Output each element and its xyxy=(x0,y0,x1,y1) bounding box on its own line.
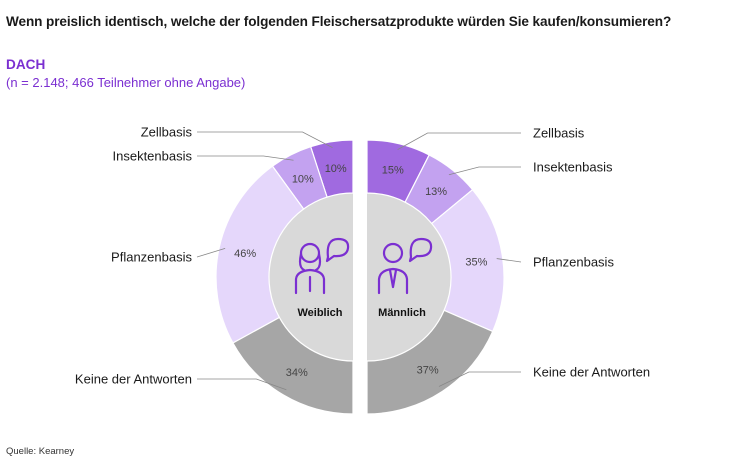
slice-weiblich-pflanzenbasis xyxy=(215,165,305,344)
donut-half-maennlich: 15% Zellbasis 13% Insektenbasis 35% Pflanzenb… xyxy=(366,126,650,415)
leader-line-maennlich-keine-der-antworten xyxy=(438,371,521,387)
leader-line-maennlich-insektenbasis xyxy=(448,166,521,176)
center-label-maennlich: Männlich xyxy=(378,307,426,319)
category-label-weiblich-pflanzenbasis: Pflanzenbasis xyxy=(111,250,192,265)
data-label-maennlich-insektenbasis: 13% xyxy=(425,186,447,198)
center-label-weiblich: Weiblich xyxy=(297,307,342,319)
chart-area: 10% Zellbasis 10% Insektenbasis 46% Pflanzenb… xyxy=(75,125,650,415)
sample-note: (n = 2.148; 466 Teilnehmer ohne Angabe) xyxy=(6,75,246,90)
leader-line-maennlich-pflanzenbasis xyxy=(496,258,522,263)
slice-weiblich-keine-der-antworten xyxy=(232,316,354,415)
center-half-maennlich xyxy=(367,193,451,361)
category-label-maennlich-insektenbasis: Insektenbasis xyxy=(533,160,613,175)
category-label-weiblich-keine-der-antworten: Keine der Antworten xyxy=(75,372,192,387)
source-note: Quelle: Kearney xyxy=(6,446,75,457)
data-label-maennlich-keine-der-antworten: 37% xyxy=(417,364,439,376)
data-label-weiblich-zellbasis: 10% xyxy=(325,163,347,175)
chart-subtitle: DACH xyxy=(6,57,46,72)
leader-line-weiblich-keine-der-antworten xyxy=(197,378,287,391)
category-label-weiblich-zellbasis: Zellbasis xyxy=(141,125,193,140)
slice-maennlich-keine-der-antworten xyxy=(366,309,494,415)
data-label-weiblich-keine-der-antworten: 34% xyxy=(286,367,308,379)
leader-line-weiblich-insektenbasis xyxy=(197,155,294,161)
man-speech-icon xyxy=(377,237,433,295)
leader-line-weiblich-zellbasis xyxy=(197,131,333,148)
leader-line-weiblich-pflanzenbasis xyxy=(196,248,226,258)
category-label-weiblich-insektenbasis: Insektenbasis xyxy=(113,149,193,164)
chart-title: Wenn preislich identisch, welche der fol… xyxy=(6,14,672,29)
data-label-maennlich-zellbasis: 15% xyxy=(382,165,404,177)
category-label-maennlich-zellbasis: Zellbasis xyxy=(533,126,585,141)
woman-speech-icon xyxy=(294,237,350,295)
category-label-maennlich-keine-der-antworten: Keine der Antworten xyxy=(533,365,650,380)
donut-half-weiblich: 10% Zellbasis 10% Insektenbasis 46% Pflanzenb… xyxy=(75,125,354,415)
data-label-weiblich-insektenbasis: 10% xyxy=(292,174,314,186)
leader-line-maennlich-zellbasis xyxy=(397,132,521,150)
data-label-maennlich-pflanzenbasis: 35% xyxy=(465,256,487,268)
category-label-maennlich-pflanzenbasis: Pflanzenbasis xyxy=(533,255,614,270)
data-label-weiblich-pflanzenbasis: 46% xyxy=(234,248,256,260)
